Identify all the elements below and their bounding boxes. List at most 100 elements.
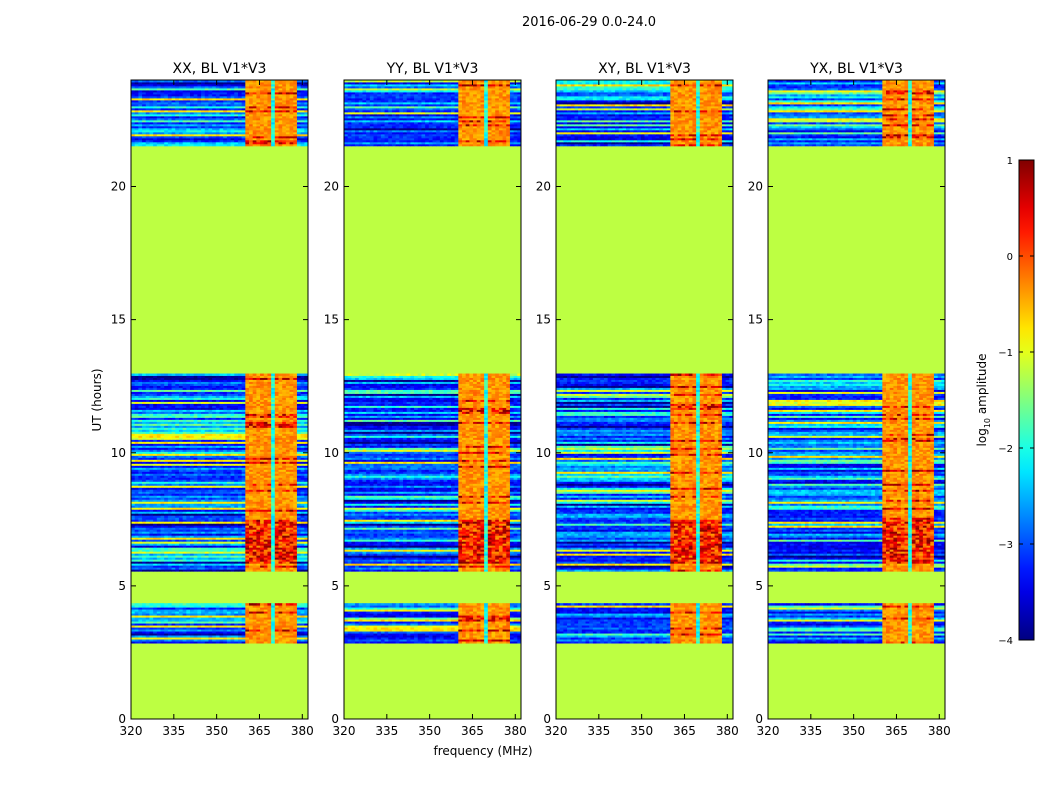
heatmap-cell — [131, 463, 136, 466]
heatmap-cell — [267, 487, 272, 490]
heatmap-cell — [260, 507, 265, 510]
heatmap-cell — [237, 463, 243, 466]
heatmap-cell — [138, 413, 143, 416]
heatmap-cell — [260, 473, 265, 476]
heatmap-cell — [134, 623, 139, 626]
heatmap-cell — [190, 423, 195, 426]
heatmap-cell — [186, 413, 191, 416]
heatmap-cell — [252, 603, 257, 606]
heatmap-cell — [249, 447, 254, 450]
heatmap-cell — [278, 463, 283, 466]
heatmap-cell — [285, 517, 290, 520]
heatmap-cell — [219, 537, 224, 540]
heatmap-cell — [274, 499, 279, 502]
heatmap-cell — [142, 539, 147, 542]
heatmap-cell — [263, 455, 268, 458]
heatmap-cell — [171, 497, 176, 500]
heatmap-cell — [300, 565, 305, 568]
heatmap-cell — [153, 505, 158, 508]
heatmap-cell — [142, 431, 147, 434]
heatmap-cell — [226, 501, 231, 504]
heatmap-cell — [190, 627, 195, 630]
heatmap-cell — [230, 427, 235, 430]
heatmap-cell — [178, 405, 184, 408]
heatmap-cell — [156, 551, 161, 554]
heatmap-cell — [263, 465, 268, 468]
heatmap-cell — [149, 641, 154, 644]
heatmap-cell — [134, 481, 139, 484]
heatmap-cell — [178, 639, 184, 642]
heatmap-cell — [138, 527, 143, 530]
heatmap-cell — [241, 473, 246, 476]
heatmap-cell — [252, 629, 257, 632]
heatmap-cell — [204, 453, 209, 456]
heatmap-cell — [293, 441, 298, 444]
heatmap-cell — [197, 551, 202, 554]
heatmap-cell — [171, 449, 176, 452]
heatmap-cell — [142, 507, 147, 510]
heatmap-cell — [267, 527, 272, 530]
heatmap-cell — [138, 501, 143, 504]
heatmap-cell — [293, 469, 298, 472]
heatmap-cell — [142, 465, 147, 468]
heatmap-cell — [201, 439, 206, 442]
heatmap-cell — [271, 559, 276, 562]
heatmap-cell — [304, 637, 308, 640]
heatmap-cell — [167, 423, 172, 426]
heatmap-cell — [193, 411, 198, 414]
heatmap-cell — [241, 567, 246, 570]
heatmap-cell — [134, 457, 139, 460]
heatmap-cell — [131, 507, 136, 510]
heatmap-cell — [263, 471, 268, 474]
heatmap-cell — [249, 523, 254, 526]
heatmap-cell — [138, 639, 143, 642]
heatmap-cell — [263, 565, 268, 568]
heatmap-cell — [256, 505, 261, 508]
heatmap-cell — [245, 609, 250, 612]
heatmap-cell — [245, 435, 250, 438]
heatmap-cell — [245, 557, 250, 560]
heatmap-cell — [212, 453, 217, 456]
heatmap-cell — [201, 499, 206, 502]
heatmap-cell — [160, 489, 165, 492]
heatmap-cell — [182, 527, 187, 530]
heatmap-cell — [256, 445, 261, 448]
heatmap-cell — [178, 465, 184, 468]
heatmap-cell — [230, 603, 235, 606]
heatmap-cell — [156, 445, 161, 448]
heatmap-cell — [282, 459, 287, 462]
heatmap-cell — [201, 509, 206, 512]
heatmap-cell — [167, 409, 172, 412]
heatmap-cell — [252, 467, 257, 470]
heatmap-cell — [178, 605, 184, 608]
heatmap-cell — [245, 475, 250, 478]
heatmap-cell — [278, 411, 283, 414]
heatmap-cell — [160, 557, 165, 560]
heatmap-cell — [160, 443, 165, 446]
heatmap-cell — [263, 553, 268, 556]
heatmap-cell — [182, 513, 187, 516]
heatmap-cell — [164, 463, 169, 466]
heatmap-cell — [149, 627, 154, 630]
heatmap-cell — [263, 433, 268, 436]
heatmap-cell — [208, 523, 213, 526]
heatmap-cell — [153, 529, 158, 532]
heatmap-cell — [212, 423, 217, 426]
heatmap-cell — [171, 521, 176, 524]
heatmap-cell — [145, 543, 150, 546]
heatmap-cell — [245, 509, 250, 512]
heatmap-cell — [153, 611, 158, 614]
heatmap-cell — [271, 527, 276, 530]
heatmap-cell — [245, 569, 250, 572]
heatmap-cell — [274, 569, 279, 572]
heatmap-cell — [149, 637, 154, 640]
heatmap-cell — [230, 517, 235, 520]
heatmap-cell — [167, 553, 172, 556]
heatmap-cell — [226, 633, 231, 636]
heatmap-cell — [271, 507, 276, 510]
heatmap-cell — [293, 525, 298, 528]
heatmap-cell — [138, 511, 143, 514]
heatmap-cell — [153, 443, 158, 446]
heatmap-cell — [197, 457, 202, 460]
heatmap-cell — [285, 403, 290, 406]
